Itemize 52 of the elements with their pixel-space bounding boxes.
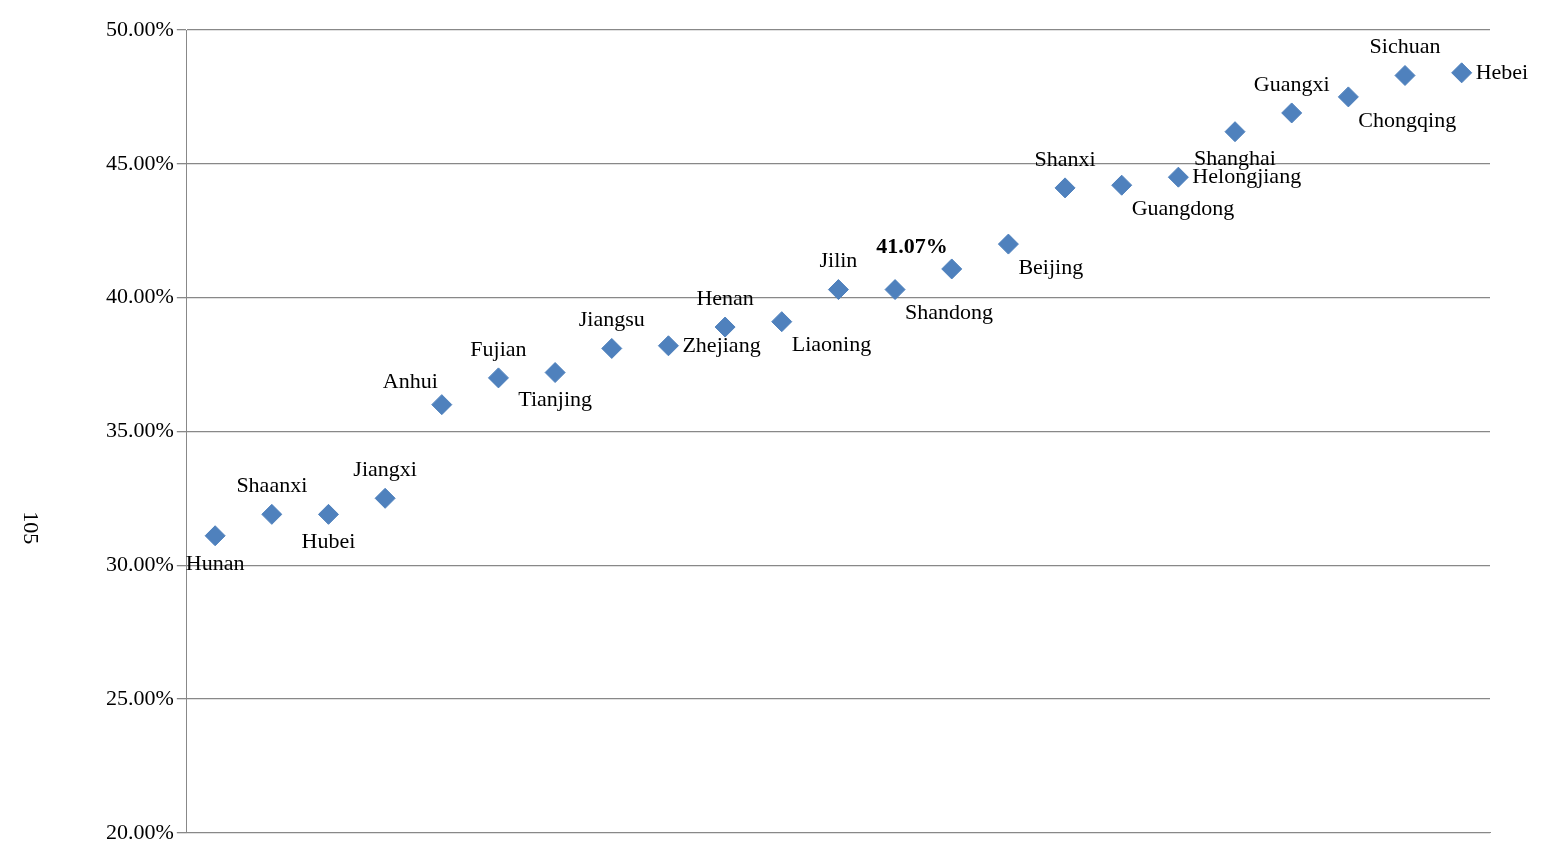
point bbox=[1054, 177, 1076, 199]
point bbox=[997, 233, 1019, 255]
series-label: Jilin bbox=[819, 247, 858, 273]
series-label: Henan bbox=[696, 284, 754, 310]
y-tick-label: 45.00% bbox=[106, 149, 174, 175]
series-label: Shandong bbox=[905, 299, 994, 325]
point bbox=[1224, 121, 1246, 143]
point bbox=[601, 337, 623, 359]
point bbox=[657, 335, 679, 357]
series-label: Liaoning bbox=[791, 331, 872, 357]
point bbox=[1167, 166, 1189, 188]
point bbox=[1337, 86, 1359, 108]
series-label: Hubei bbox=[301, 528, 356, 554]
point bbox=[374, 487, 396, 509]
point bbox=[941, 258, 963, 280]
series-label: Sichuan bbox=[1369, 33, 1441, 59]
data-label: 41.07% bbox=[876, 232, 948, 258]
series-label: Zhejiang bbox=[682, 331, 761, 357]
series-label: Guangxi bbox=[1253, 70, 1330, 96]
point bbox=[884, 279, 906, 301]
series-label: Hebei bbox=[1475, 58, 1529, 84]
series-label: Hunan bbox=[185, 549, 245, 575]
point bbox=[317, 503, 339, 525]
point bbox=[827, 279, 849, 301]
y-tick-label: 40.00% bbox=[106, 283, 174, 309]
point bbox=[1451, 62, 1473, 84]
series-label: Fujian bbox=[470, 335, 527, 361]
point bbox=[1111, 174, 1133, 196]
point bbox=[431, 394, 453, 416]
point bbox=[487, 367, 509, 389]
series-label: Jiangxi bbox=[353, 456, 417, 482]
text: 105 bbox=[19, 511, 45, 545]
series-label: Anhui bbox=[382, 368, 438, 394]
y-tick-label: 20.00% bbox=[106, 818, 174, 844]
y-tick-label: 35.00% bbox=[106, 417, 174, 443]
point bbox=[1281, 102, 1303, 124]
y-tick-label: 50.00% bbox=[106, 15, 174, 41]
y-tick-label: 30.00% bbox=[106, 550, 174, 576]
point bbox=[204, 525, 226, 547]
series-label: Guangdong bbox=[1131, 194, 1235, 220]
series-label: Shaanxi bbox=[236, 472, 308, 498]
point bbox=[544, 362, 566, 384]
series-label: Beijing bbox=[1018, 253, 1084, 279]
point bbox=[771, 311, 793, 333]
series-label: Shanxi bbox=[1034, 145, 1096, 171]
y-tick-label: 25.00% bbox=[106, 684, 174, 710]
series-label: Jiangsu bbox=[578, 306, 645, 332]
series-label: Tianjing bbox=[518, 386, 593, 412]
series-label: Chongqing bbox=[1358, 106, 1457, 132]
point bbox=[261, 503, 283, 525]
point bbox=[1394, 64, 1416, 86]
point bbox=[714, 316, 736, 338]
